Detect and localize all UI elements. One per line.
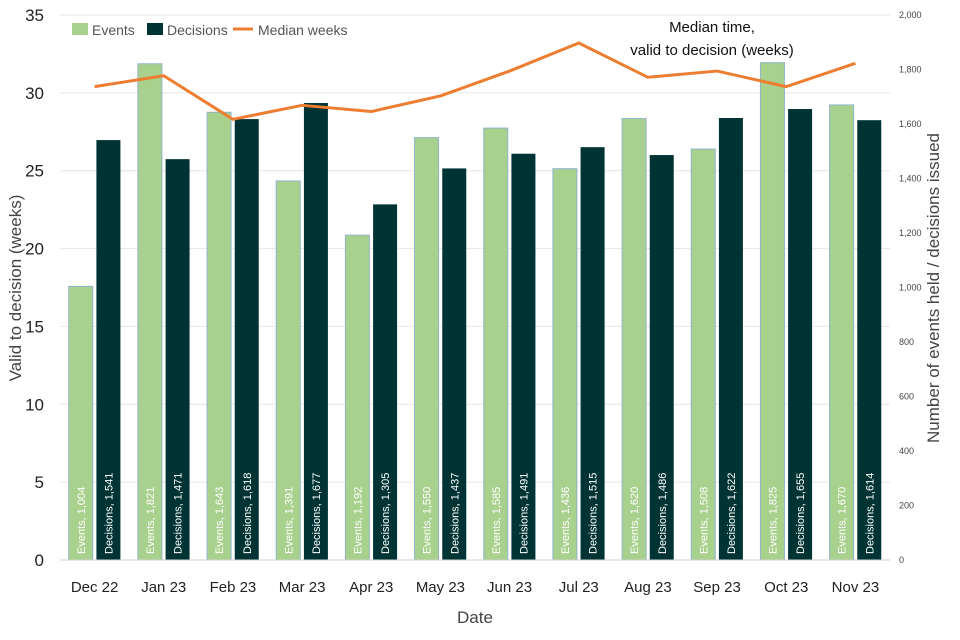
bar-events <box>829 104 855 561</box>
bar-events <box>483 127 509 561</box>
data-label-events: Events, 1,620 <box>629 487 641 554</box>
data-label-decisions: Decisions, 1,471 <box>173 473 185 554</box>
bar-decisions <box>788 109 813 560</box>
y2-tick-label: 400 <box>899 446 914 456</box>
bar-decisions <box>442 168 467 561</box>
data-label-decisions: Decisions, 1,305 <box>380 473 392 554</box>
x-tick-label: Sep 23 <box>693 579 741 596</box>
data-label-events: Events, 1,391 <box>283 487 295 554</box>
y2-tick-label: 800 <box>899 337 914 347</box>
bars <box>68 62 882 561</box>
y2-axis-title: Number of events held / decisions issued <box>924 133 943 443</box>
y2-tick-label: 1,000 <box>899 283 922 293</box>
data-label-events: Events, 1,585 <box>491 487 503 554</box>
legend: Events Decisions Median weeks <box>72 22 348 38</box>
bar-events <box>414 137 440 561</box>
annotation-line-1: Median time, <box>669 19 755 36</box>
y-tick-label: 25 <box>25 162 44 181</box>
data-label-events: Events, 1,004 <box>76 487 88 554</box>
bar-decisions <box>649 155 674 560</box>
data-label-events: Events, 1,670 <box>837 487 849 554</box>
y2-tick-label: 200 <box>899 501 914 511</box>
bar-events <box>690 148 716 561</box>
line-median-weeks <box>94 41 856 121</box>
y-tick-label: 30 <box>25 84 44 103</box>
x-tick-label: Jun 23 <box>487 579 532 596</box>
x-tick-label: Nov 23 <box>832 579 880 596</box>
x-tick-label: Jul 23 <box>559 579 599 596</box>
data-label-decisions: Decisions, 1,515 <box>588 473 600 554</box>
bar-events <box>552 168 578 561</box>
data-label-decisions: Decisions, 1,437 <box>449 473 461 554</box>
data-label-decisions: Decisions, 1,655 <box>795 473 807 554</box>
legend-label-decisions: Decisions <box>167 22 228 38</box>
x-tick-label: Apr 23 <box>349 579 393 596</box>
x-tick-label: May 23 <box>416 579 465 596</box>
annotation: Median time, valid to decision (weeks) <box>630 19 793 59</box>
data-label-decisions: Decisions, 1,614 <box>864 473 876 554</box>
bar-labels: Events, 1,004 Decisions, 1,541 Events, 1,8… <box>76 473 877 554</box>
data-label-events: Events, 1,508 <box>698 487 710 554</box>
gridlines <box>60 14 890 483</box>
data-label-decisions: Decisions, 1,486 <box>657 473 669 554</box>
right-axis-ticks: 0 200 400 600 800 1,000 1,200 1,400 1,600 1,800 2,… <box>899 10 922 565</box>
x-tick-label: Mar 23 <box>279 579 326 596</box>
y2-tick-label: 0 <box>899 555 904 565</box>
y2-tick-label: 1,600 <box>899 119 922 129</box>
data-label-events: Events, 1,821 <box>145 487 157 554</box>
y2-tick-label: 2,000 <box>899 10 922 20</box>
x-tick-label: Oct 23 <box>764 579 808 596</box>
bar-events <box>137 63 163 561</box>
bar-events <box>344 234 370 561</box>
median-line <box>94 41 856 121</box>
bar-decisions <box>511 153 536 560</box>
y2-tick-label: 600 <box>899 392 914 402</box>
bar-decisions <box>718 118 743 560</box>
x-tick-label: Dec 22 <box>71 579 119 596</box>
x-tick-label: Feb 23 <box>210 579 257 596</box>
bar-decisions <box>857 120 882 560</box>
legend-label-median: Median weeks <box>258 22 348 38</box>
y-tick-label: 10 <box>25 395 44 414</box>
data-label-decisions: Decisions, 1,618 <box>242 473 254 554</box>
x-tick-label: Jan 23 <box>141 579 186 596</box>
bar-decisions <box>234 119 259 560</box>
y-tick-label: 5 <box>35 473 44 492</box>
annotation-line-2: valid to decision (weeks) <box>630 42 793 59</box>
y2-tick-label: 1,400 <box>899 174 922 184</box>
bar-decisions <box>580 147 605 560</box>
y2-tick-label: 1,800 <box>899 65 922 75</box>
y2-tick-label: 1,200 <box>899 228 922 238</box>
data-label-decisions: Decisions, 1,622 <box>726 473 738 554</box>
bar-decisions <box>165 159 190 560</box>
x-axis-ticks: Dec 22 Jan 23 Feb 23 Mar 23 Apr 23 May 23 Jun … <box>71 579 879 596</box>
y-axis-title: Valid to decision (weeks) <box>6 195 25 382</box>
data-label-events: Events, 1,192 <box>352 487 364 554</box>
data-label-events: Events, 1,825 <box>767 487 779 554</box>
data-label-events: Events, 1,436 <box>560 487 572 554</box>
y-tick-label: 35 <box>25 6 44 25</box>
data-label-events: Events, 1,550 <box>422 487 434 554</box>
bar-decisions <box>96 140 121 560</box>
data-label-events: Events, 1,643 <box>214 487 226 554</box>
bar-decisions <box>303 103 328 560</box>
y-tick-label: 20 <box>25 240 44 259</box>
legend-swatch-decisions <box>147 23 163 35</box>
data-label-decisions: Decisions, 1,491 <box>518 473 530 554</box>
data-label-decisions: Decisions, 1,677 <box>311 473 323 554</box>
x-axis-title: Date <box>457 608 493 627</box>
y-tick-label: 15 <box>25 317 44 336</box>
legend-swatch-events <box>72 23 88 35</box>
bar-decisions <box>373 204 398 560</box>
data-label-decisions: Decisions, 1,541 <box>103 473 115 554</box>
x-tick-label: Aug 23 <box>624 579 672 596</box>
left-axis-ticks: 0 5 10 15 20 25 30 35 <box>25 6 44 570</box>
y-tick-label: 0 <box>35 551 44 570</box>
legend-label-events: Events <box>92 22 135 38</box>
bar-events <box>759 62 785 561</box>
